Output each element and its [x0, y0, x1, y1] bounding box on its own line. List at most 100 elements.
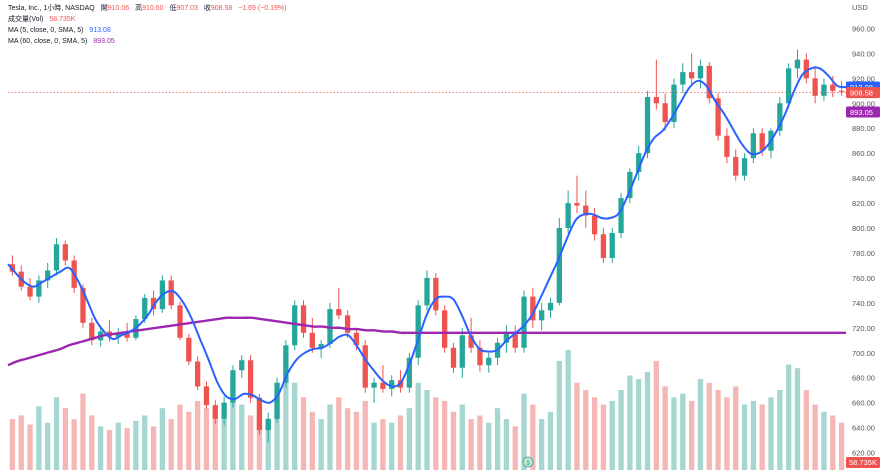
candle-body	[547, 302, 554, 311]
change-value: −1.69 (−0.19%)	[238, 5, 287, 12]
candle-body	[512, 332, 518, 348]
volume-bar	[27, 424, 33, 470]
close-badge: 908.58	[850, 89, 873, 98]
volume-bar	[186, 411, 192, 470]
volume-bar	[212, 410, 218, 470]
volume-bar	[503, 419, 510, 470]
volume-bar	[441, 400, 448, 470]
candle-body	[177, 305, 183, 338]
candle-body	[212, 405, 218, 419]
ma5-label: MA (5, close, 0, SMA, 5)	[8, 27, 84, 34]
candle-body	[142, 297, 148, 320]
volume-bar	[230, 397, 236, 470]
ohlc-row: Tesla, Inc., 1小時, NASDAQ 開910.06 高910.60…	[8, 3, 286, 14]
volume-bar	[512, 426, 518, 470]
candle-body	[609, 233, 615, 258]
ma60-label: MA (60, close, 0, SMA, 5)	[8, 38, 88, 45]
y-tick-label: 880.00	[852, 124, 875, 133]
volume-bar	[274, 390, 280, 470]
volume-bar	[406, 408, 413, 470]
candle-body	[53, 244, 60, 271]
y-tick-label: 620.00	[852, 449, 875, 458]
candle-body	[265, 418, 271, 431]
volume-bar	[71, 419, 77, 470]
y-tick-label: 920.00	[852, 74, 875, 83]
volume-bar	[600, 404, 607, 470]
volume-bar	[150, 426, 157, 470]
volume-bar	[89, 415, 95, 470]
high-label: 高	[135, 5, 143, 12]
candle-body	[759, 133, 765, 151]
volume-bar	[62, 408, 68, 470]
candle-body	[283, 345, 289, 383]
candle-body	[336, 309, 342, 316]
volume-bar	[80, 393, 86, 470]
volume-bar	[106, 430, 113, 470]
open-value: 910.06	[107, 5, 130, 12]
candle-body	[459, 335, 465, 368]
volume-bar	[380, 419, 386, 470]
candle-body	[697, 65, 704, 79]
volume-bar	[336, 397, 342, 470]
volume-bar	[362, 400, 368, 470]
volume-bar	[9, 419, 16, 470]
volume-bar	[786, 364, 792, 470]
volume-bar	[327, 404, 333, 470]
ma5-value: 913.08	[89, 27, 111, 34]
candle-body	[486, 357, 492, 366]
candle-body	[750, 133, 757, 159]
candle-body	[627, 171, 633, 199]
volume-badge-bg	[846, 457, 880, 468]
candle-body	[468, 335, 474, 348]
volume-bar	[221, 419, 227, 470]
volume-bar	[344, 408, 351, 470]
volume-bar	[653, 360, 659, 470]
volume-bar	[318, 419, 324, 470]
candle-body	[574, 203, 580, 206]
volume-bar	[450, 411, 457, 470]
volume-bar	[159, 408, 166, 470]
volume-bar	[239, 404, 245, 470]
volume-bar	[97, 426, 104, 470]
volume-bar	[133, 420, 139, 470]
candle-body	[521, 296, 527, 348]
volume-bar	[636, 379, 642, 470]
candle-body	[618, 198, 624, 234]
y-tick-label: 700.00	[852, 349, 875, 358]
candle-body	[247, 360, 254, 398]
volume-bar	[195, 400, 201, 470]
volume-bar	[433, 397, 439, 470]
candle-body	[794, 59, 801, 69]
volume-bar	[627, 375, 633, 470]
volume-bar	[574, 382, 580, 470]
y-tick-label: 740.00	[852, 299, 875, 308]
volume-bar	[468, 419, 474, 470]
y-tick-label: 760.00	[852, 274, 875, 283]
volume-bar	[750, 400, 757, 470]
volume-bar	[680, 393, 686, 470]
candle-body	[830, 84, 836, 91]
volume-bar	[300, 397, 307, 470]
candle-body	[380, 382, 386, 389]
candle-body	[530, 296, 536, 321]
volume-bar	[397, 415, 404, 470]
candle-body	[565, 203, 571, 229]
candle-body	[803, 59, 809, 79]
candle-body	[671, 84, 677, 122]
volume-bar	[115, 422, 121, 470]
volume-bar	[292, 382, 298, 470]
candle-body	[644, 97, 651, 154]
close-value: 908.58	[210, 5, 233, 12]
volume-label: 成交量(Vol)	[8, 16, 44, 23]
candle-body	[477, 347, 483, 366]
ma60-value: 893.05	[93, 38, 115, 45]
y-axis: 620.00 640.00 660.00 680.00 700.00 720.00 740.…	[852, 24, 875, 457]
candle-body	[221, 402, 227, 419]
high-value: 910.60	[142, 5, 164, 12]
y-tick-label: 960.00	[852, 24, 875, 33]
candle-body	[115, 332, 121, 337]
volume-bar	[777, 390, 783, 470]
volume-bar	[697, 379, 704, 470]
